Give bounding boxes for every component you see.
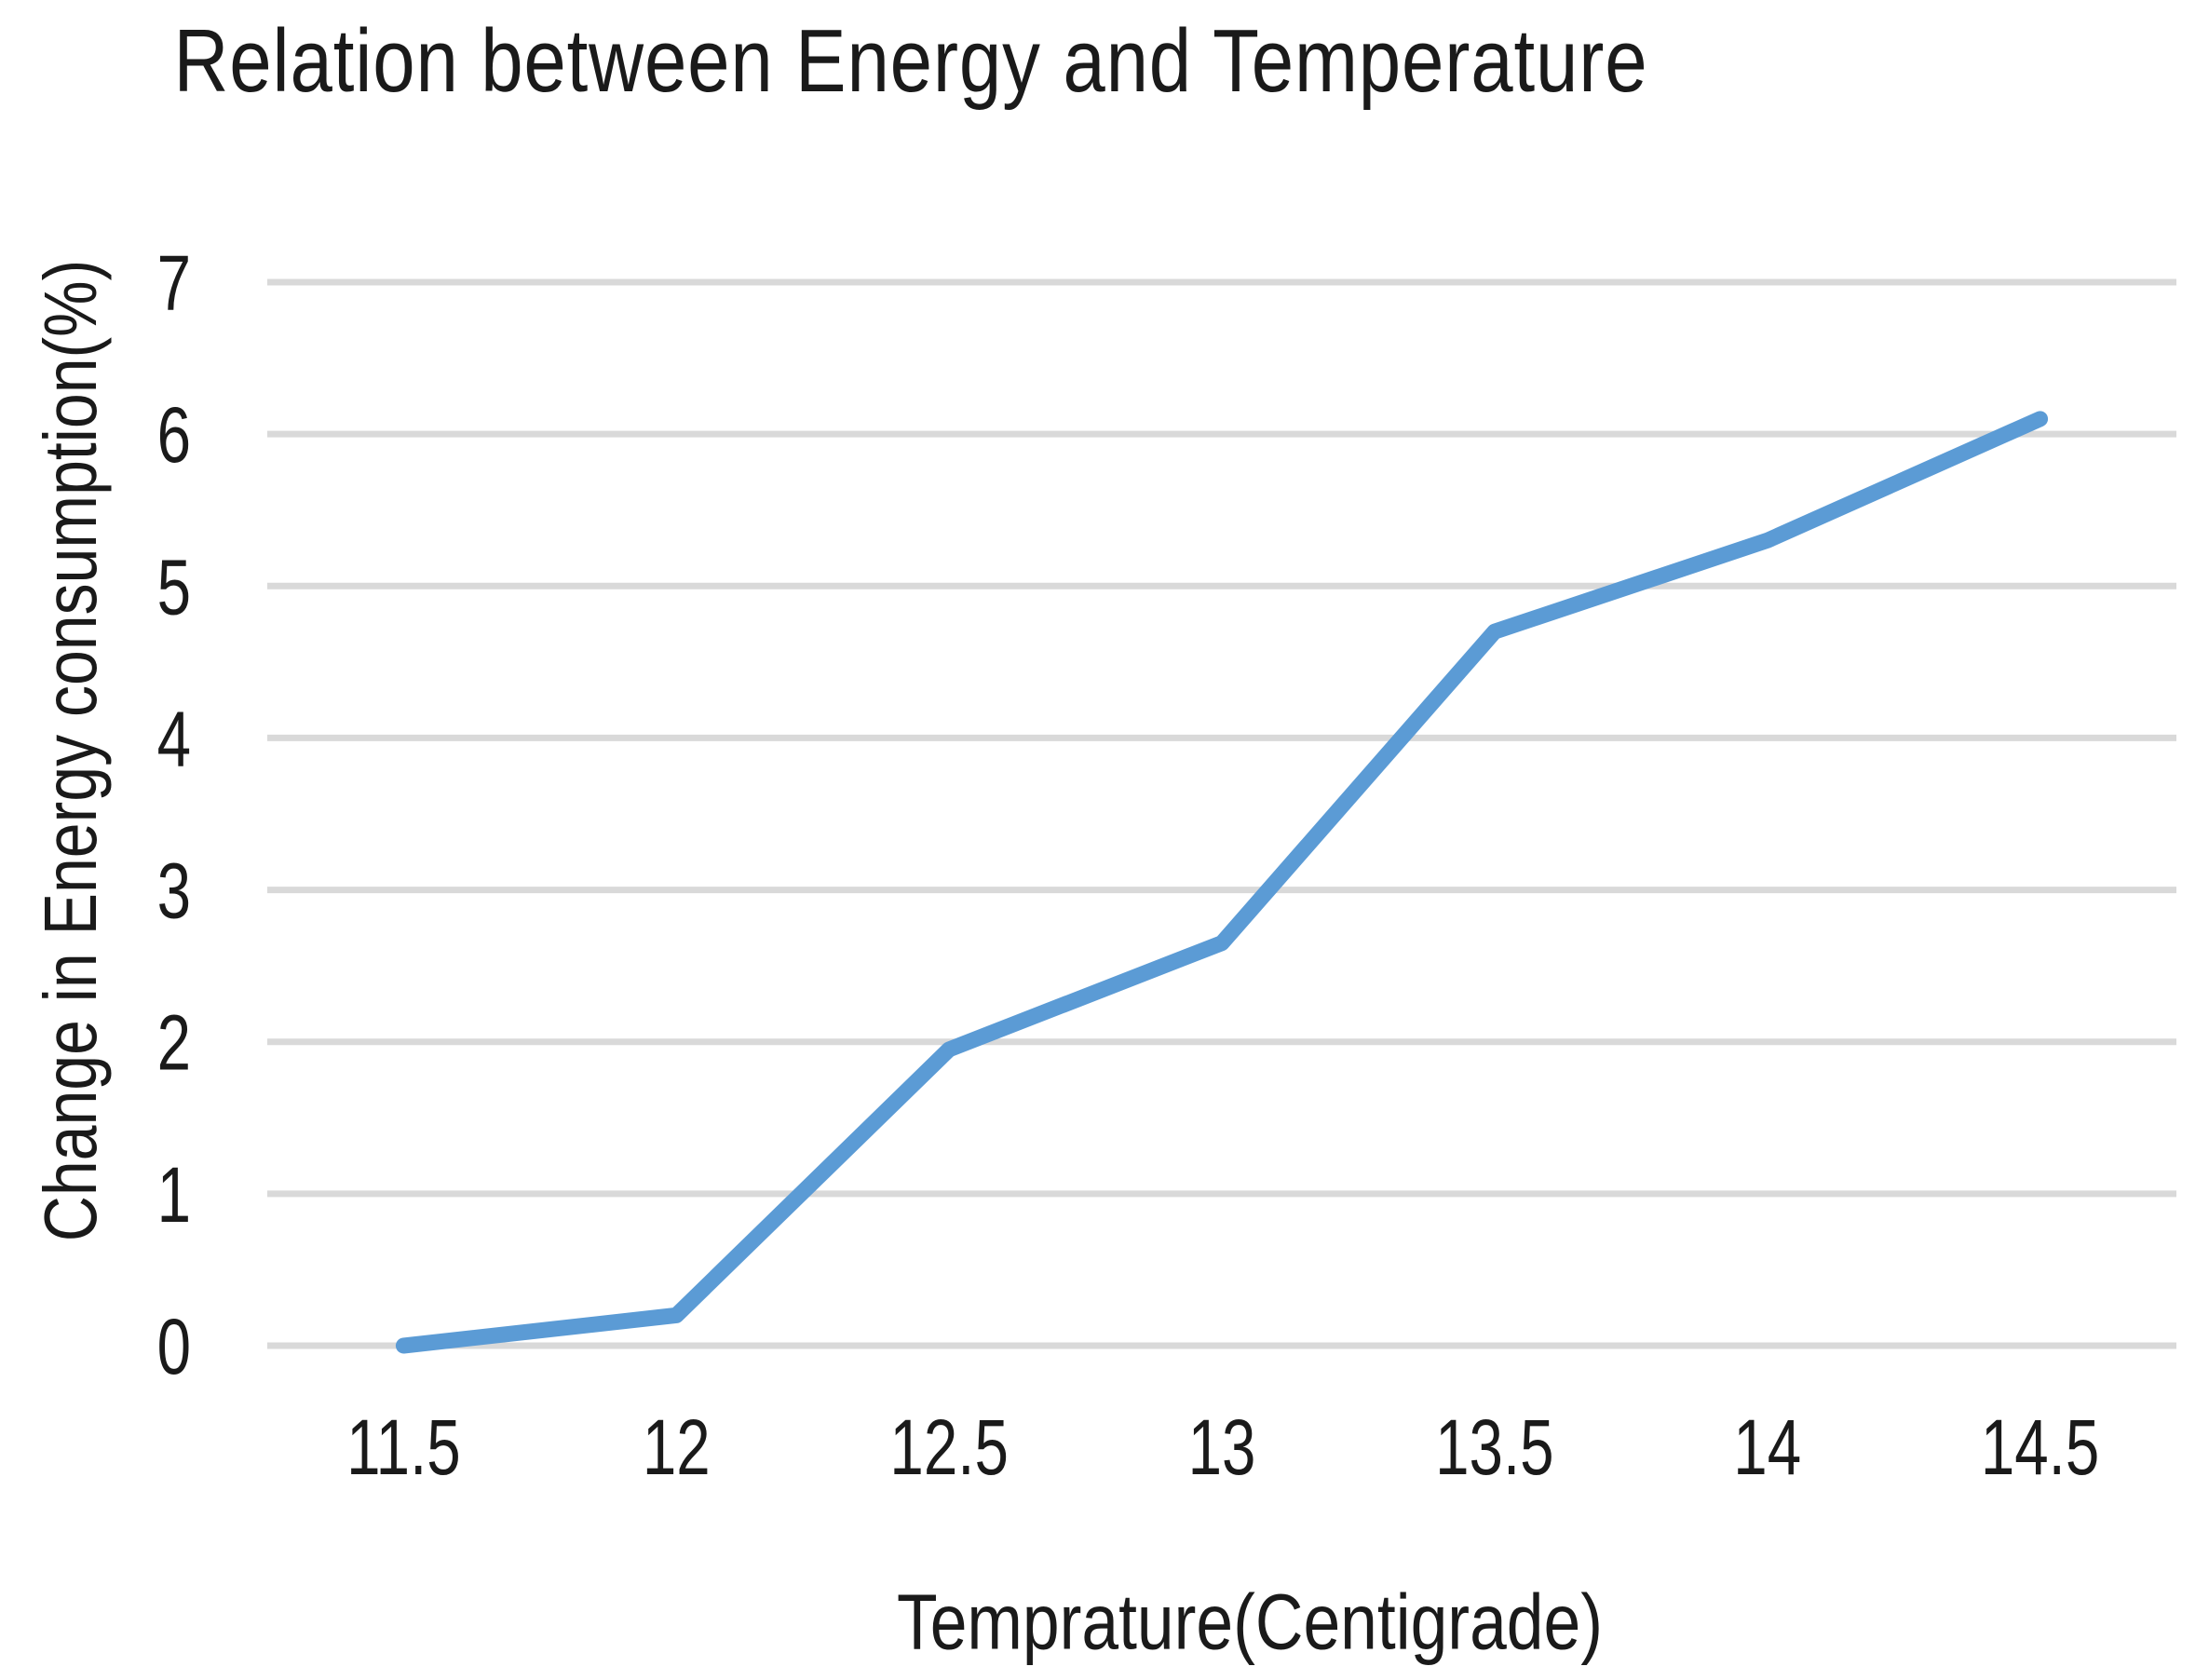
x-tick-label: 12.5 bbox=[889, 1403, 1009, 1491]
y-tick-label: 7 bbox=[157, 239, 191, 327]
x-axis-title: Temprature(Centigrade) bbox=[897, 1578, 1603, 1666]
y-tick-label: 5 bbox=[157, 543, 191, 630]
y-tick-label: 1 bbox=[157, 1151, 191, 1239]
y-tick-label: 4 bbox=[157, 696, 191, 783]
x-tick-label: 12 bbox=[643, 1403, 711, 1491]
x-tick-label: 13 bbox=[1188, 1403, 1256, 1491]
y-tick-label: 2 bbox=[157, 999, 191, 1087]
y-tick-label: 3 bbox=[157, 847, 191, 935]
x-tick-label: 13.5 bbox=[1435, 1403, 1554, 1491]
y-tick-label: 6 bbox=[157, 391, 191, 479]
y-tick-label: 0 bbox=[157, 1303, 191, 1390]
x-tick-label: 14 bbox=[1733, 1403, 1801, 1491]
series-line bbox=[395, 411, 2049, 1354]
chart-title: Relation between Energy and Temperature bbox=[173, 11, 1648, 111]
x-tick-label: 11.5 bbox=[346, 1403, 461, 1491]
x-tick-label: 14.5 bbox=[1981, 1403, 2100, 1491]
